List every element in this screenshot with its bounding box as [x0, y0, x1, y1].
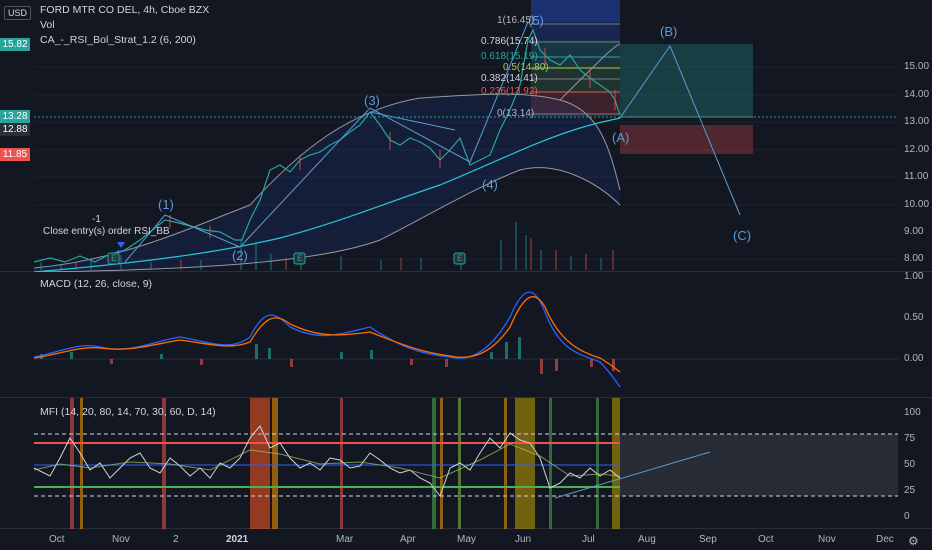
mfi-tick: 25 — [904, 485, 916, 496]
fib-label: 0.382(14.41) — [481, 73, 538, 84]
macd-legend[interactable]: MACD (12, 26, close, 9) — [40, 278, 153, 290]
currency-badge[interactable]: USD — [4, 6, 32, 20]
price-tag-entry: 12.88 — [0, 123, 30, 136]
price-tick: 8.00 — [904, 253, 924, 264]
price-tick: 13.00 — [904, 116, 930, 127]
volume-legend[interactable]: Vol — [40, 19, 55, 31]
time-tick: Mar — [336, 534, 354, 545]
entry-marker: E — [457, 253, 464, 263]
close-order-arrow-icon — [117, 242, 125, 248]
time-tick: Dec — [876, 534, 894, 545]
price-tick: 14.00 — [904, 89, 930, 100]
time-tick: Nov — [818, 534, 836, 545]
wave-c-label: (C) — [733, 228, 752, 243]
time-tick: Sep — [699, 534, 717, 545]
time-tick: Aug — [638, 534, 656, 545]
fib-label: 0(13.14) — [497, 108, 535, 119]
mfi-signal-line — [33, 443, 621, 479]
fib-label: 0.618(15.19) — [481, 51, 538, 62]
wave-4-label: (4) — [482, 177, 498, 192]
time-tick: Nov — [112, 534, 130, 545]
price-tick: 11.00 — [904, 171, 929, 182]
time-tick: 2 — [173, 534, 179, 545]
macd-chart-svg[interactable] — [0, 272, 932, 398]
time-tick: Jun — [515, 534, 532, 545]
signal-line — [33, 296, 621, 373]
fib-label: 1(16.45) — [497, 15, 535, 26]
time-tick: 2021 — [226, 534, 249, 545]
wave-3-label: (3) — [364, 93, 380, 108]
stop-zone — [620, 125, 753, 154]
mfi-tick: 100 — [904, 407, 921, 418]
fib-label: 0.5(14.80) — [503, 62, 549, 73]
close-order-label: Close entry(s) order RSI_BB — [43, 226, 170, 237]
price-chart-svg[interactable] — [0, 0, 932, 272]
price-tag-target: 15.82 — [0, 38, 30, 51]
entry-marker: E — [297, 253, 304, 263]
mfi-tick: 75 — [904, 433, 916, 444]
time-tick: Jul — [582, 534, 595, 545]
time-tick: May — [457, 534, 476, 545]
mfi-chart-svg[interactable] — [0, 398, 932, 529]
mfi-legend[interactable]: MFI (14, 20, 80, 14, 70, 30, 60, D, 14) — [40, 406, 216, 418]
time-tick: Apr — [400, 534, 416, 545]
price-tag-stop: 11.85 — [0, 148, 30, 161]
settings-gear-icon[interactable]: ⚙ — [908, 534, 919, 548]
macd-line — [33, 291, 621, 388]
wave-1-label: (1) — [158, 197, 174, 212]
fib-label: 0.236(13.92) — [481, 86, 538, 97]
time-tick: Oct — [49, 534, 65, 545]
mfi-line — [33, 425, 621, 498]
mfi-pane[interactable]: MFI (14, 20, 80, 14, 70, 30, 60, D, 14) … — [0, 398, 932, 529]
price-line — [33, 28, 621, 263]
macd-tick: 0.00 — [904, 353, 924, 364]
mfi-tick: 0 — [904, 511, 910, 522]
fib-zone-top — [531, 0, 620, 22]
price-tick: 12.00 — [904, 144, 930, 155]
order-qty: -1 — [92, 214, 101, 225]
wave-2-label: (2) — [232, 248, 248, 263]
price-tick: 9.00 — [904, 226, 924, 237]
wave-b-label: (B) — [660, 24, 678, 39]
fib-label: 0.786(15.74) — [481, 36, 538, 47]
strategy-legend[interactable]: CA_-_RSI_Bol_Strat_1.2 (6, 200) — [40, 34, 196, 46]
macd-histogram — [40, 337, 615, 374]
entry-marker: E — [111, 253, 118, 263]
time-axis[interactable]: Oct Nov 2 2021 Mar Apr May Jun Jul Aug S… — [0, 530, 932, 550]
time-tick: Oct — [758, 534, 774, 545]
symbol-legend[interactable]: FORD MTR CO DEL, 4h, Cboe BZX — [40, 4, 210, 16]
elliott-wave-lines — [124, 21, 741, 263]
moving-average-line — [33, 117, 621, 272]
macd-tick: 0.50 — [904, 312, 924, 323]
price-tick: 10.00 — [904, 199, 930, 210]
wave-5-label: (5) — [528, 13, 544, 28]
entry-markers — [107, 252, 466, 265]
mfi-tick: 50 — [904, 459, 916, 470]
price-pane[interactable]: USD FORD MTR CO DEL, 4h, Cboe BZX Vol CA… — [0, 0, 932, 272]
wave-a-label: (A) — [612, 130, 630, 145]
profit-zone — [620, 44, 753, 117]
macd-pane[interactable]: MACD (12, 26, close, 9) 1.00 0.50 0.00 — [0, 271, 932, 398]
price-tag-last: 13.28 — [0, 110, 30, 123]
macd-tick: 1.00 — [904, 271, 924, 282]
price-tick: 15.00 — [904, 61, 930, 72]
